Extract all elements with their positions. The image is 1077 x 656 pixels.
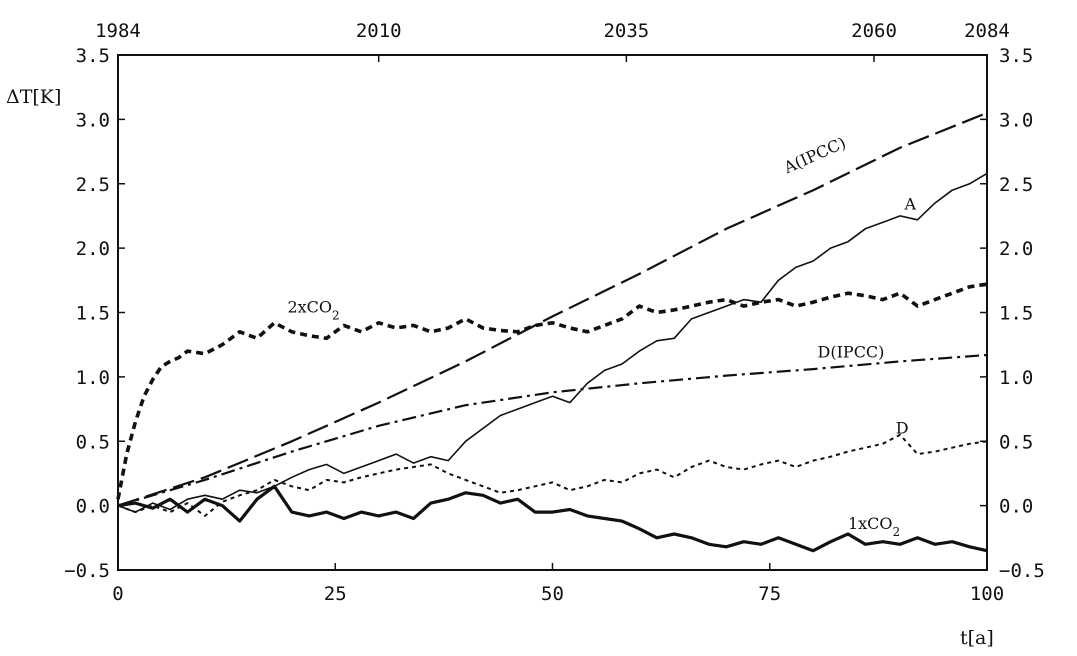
- x-tick-label: 25: [324, 583, 347, 605]
- top-tick-label: 1984: [95, 20, 141, 42]
- series-line-a-ipcc-: [117, 111, 988, 507]
- series-line-d: [117, 433, 988, 517]
- axis-ticks: −0.5 −0.5 0.0 0.0 0.5 0.5 1.0 1.0 1.5 1.5 2.0 2.0 2.…: [64, 20, 1045, 605]
- series-label-a: A: [903, 195, 916, 214]
- y-tick-label-right: 0.0: [999, 496, 1033, 518]
- y-tick-label-left: 2.5: [76, 174, 110, 196]
- top-tick-label: 2010: [356, 20, 402, 42]
- y-tick-label-right: −0.5: [999, 560, 1045, 582]
- x-tick-label: 100: [970, 583, 1004, 605]
- data-series: [116, 111, 988, 553]
- y-tick-label-left: 0.5: [76, 431, 110, 453]
- series-label-1xco2: 1xCO2: [848, 514, 900, 539]
- y-tick-label-left: −0.5: [64, 560, 110, 582]
- y-tick-label-right: 1.0: [999, 367, 1033, 389]
- x-tick-label: 50: [541, 583, 564, 605]
- y-tick-label-left: 1.5: [76, 303, 110, 325]
- y-tick-label-left: 1.0: [76, 367, 110, 389]
- series-line-a: [117, 172, 988, 513]
- series-line-d-ipcc-: [117, 353, 988, 507]
- series-line-1xco2: [117, 484, 988, 553]
- x-tick-label: 75: [758, 583, 781, 605]
- series-labels: A(IPCC) A 2xCO2 D(IPCC) D 1xCO2: [287, 133, 916, 539]
- series-line-2xco2: [116, 282, 988, 500]
- y-tick-label-right: 2.0: [999, 238, 1033, 260]
- y-tick-label-left: 0.0: [76, 496, 110, 518]
- x-tick-label: 0: [112, 583, 123, 605]
- series-label-2xco2: 2xCO2: [287, 298, 339, 323]
- top-tick-label: 2060: [851, 20, 897, 42]
- y-tick-label-right: 3.5: [999, 45, 1033, 67]
- y-tick-label-left: 2.0: [76, 238, 110, 260]
- y-tick-label-left: 3.5: [76, 45, 110, 67]
- y-tick-label-right: 0.5: [999, 431, 1033, 453]
- y-tick-label-right: 1.5: [999, 303, 1033, 325]
- y-tick-label-right: 2.5: [999, 174, 1033, 196]
- y-axis-label: ΔT[K]: [6, 86, 61, 108]
- x-axis-label: t[a]: [960, 627, 994, 649]
- series-label-a-ipcc-: A(IPCC): [780, 133, 849, 177]
- top-tick-label: 2035: [603, 20, 649, 42]
- y-tick-label-right: 3.0: [999, 109, 1033, 131]
- series-label-d-ipcc-: D(IPCC): [818, 343, 885, 362]
- series-label-d: D: [896, 419, 909, 438]
- top-tick-label: 2084: [964, 20, 1010, 42]
- y-tick-label-left: 3.0: [76, 109, 110, 131]
